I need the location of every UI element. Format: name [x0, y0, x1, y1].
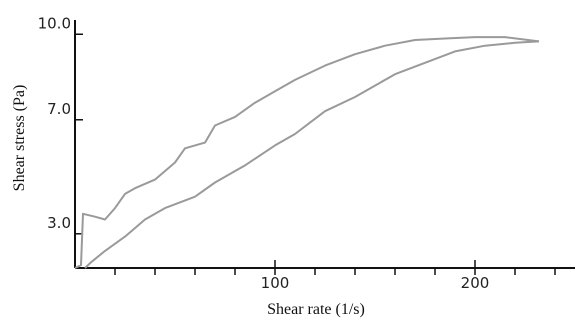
y-tick-label: 10.0 [38, 14, 71, 32]
y-axis-title: Shear stress (Pa) [11, 85, 28, 192]
y-tick-label: 7.0 [47, 100, 71, 118]
x-tick-label: 100 [261, 274, 290, 292]
series-layer [74, 36, 540, 269]
series-line-1 [84, 40, 540, 269]
x-ticks: 100 200 [114, 260, 556, 292]
axes [74, 20, 575, 269]
x-tick-label: 200 [461, 274, 490, 292]
y-ticks: 3.0 7.0 10.0 [38, 14, 83, 235]
series-line-2 [74, 36, 540, 269]
x-axis-title: Shear rate (1/s) [267, 301, 365, 318]
y-tick-label: 3.0 [47, 214, 71, 232]
